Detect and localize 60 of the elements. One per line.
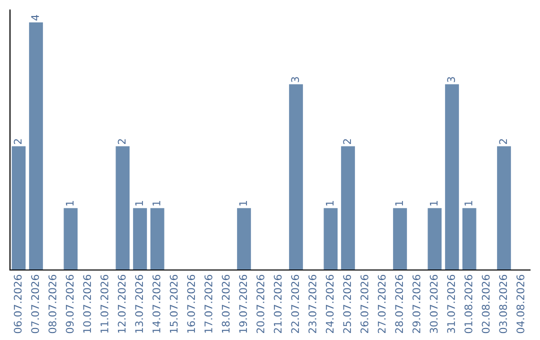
x-tick-label: 12.07.2026 bbox=[118, 274, 126, 333]
data-label: 1 bbox=[395, 201, 403, 206]
data-label: 1 bbox=[430, 201, 438, 206]
data-label: 1 bbox=[239, 201, 247, 206]
x-tick-label: 09.07.2026 bbox=[66, 274, 74, 334]
x-tick-label: 29.07.2026 bbox=[412, 274, 420, 334]
x-tick-label: 02.08.2026 bbox=[482, 274, 490, 334]
x-tick-label: 19.07.2026 bbox=[239, 274, 248, 333]
bar bbox=[64, 208, 78, 270]
data-label: 2 bbox=[14, 139, 22, 144]
bar bbox=[341, 146, 355, 270]
x-tick-label: 27.07.2026 bbox=[378, 274, 386, 334]
data-label: 2 bbox=[499, 139, 507, 144]
x-tick-label: 23.07.2026 bbox=[308, 274, 316, 334]
bar bbox=[12, 146, 26, 270]
x-tick-label: 21.07.2026 bbox=[274, 274, 282, 334]
bar bbox=[324, 208, 338, 270]
x-tick-label: 15.07.2026 bbox=[170, 274, 178, 333]
bar bbox=[133, 208, 147, 270]
x-tick-label: 26.07.2026 bbox=[360, 274, 368, 334]
data-label: 1 bbox=[66, 201, 74, 206]
x-tick-label: 14.07.2026 bbox=[152, 274, 160, 333]
x-tick-label: 28.07.2026 bbox=[395, 274, 404, 334]
data-label: 2 bbox=[343, 139, 351, 144]
data-label: 3 bbox=[291, 77, 300, 82]
bar bbox=[289, 84, 303, 270]
bar bbox=[428, 208, 442, 270]
data-label: 1 bbox=[326, 201, 334, 206]
x-tick-label: 08.07.2026 bbox=[48, 274, 56, 334]
data-label: 2 bbox=[118, 139, 126, 144]
bar bbox=[116, 146, 130, 270]
x-tick-label: 22.07.2026 bbox=[291, 274, 300, 334]
x-tick-label: 13.07.2026 bbox=[135, 274, 144, 333]
bar bbox=[445, 84, 459, 270]
data-label: 1 bbox=[152, 201, 160, 206]
bar bbox=[462, 208, 476, 270]
data-label: 4 bbox=[31, 14, 39, 20]
x-tick-label: 25.07.2026 bbox=[343, 274, 352, 334]
x-tick-label: 16.07.2026 bbox=[187, 274, 196, 333]
bar bbox=[150, 208, 164, 270]
x-tick-label: 01.08.2026 bbox=[464, 274, 472, 334]
x-tick-label: 11.07.2026 bbox=[100, 274, 108, 333]
x-tick-label: 06.07.2026 bbox=[14, 274, 22, 334]
bar bbox=[497, 146, 511, 270]
x-tick-label: 20.07.2026 bbox=[256, 274, 264, 334]
data-label: 1 bbox=[135, 201, 143, 206]
x-tick-label: 10.07.2026 bbox=[83, 274, 92, 333]
x-tick-label: 17.07.2026 bbox=[204, 274, 212, 333]
bar bbox=[29, 22, 43, 270]
x-tick-label: 30.07.2026 bbox=[430, 274, 438, 334]
x-tick-label: 24.07.2026 bbox=[326, 274, 334, 334]
x-tick-label: 31.07.2026 bbox=[447, 274, 456, 334]
x-tick-label: 04.08.2026 bbox=[516, 274, 524, 334]
x-tick-label: 07.07.2026 bbox=[31, 274, 40, 334]
bar bbox=[237, 208, 251, 270]
bar bbox=[393, 208, 407, 270]
data-label: 1 bbox=[464, 201, 472, 206]
data-label: 3 bbox=[447, 77, 456, 82]
x-tick-label: 18.07.2026 bbox=[222, 274, 230, 333]
x-tick-label: 03.08.2026 bbox=[499, 274, 508, 334]
